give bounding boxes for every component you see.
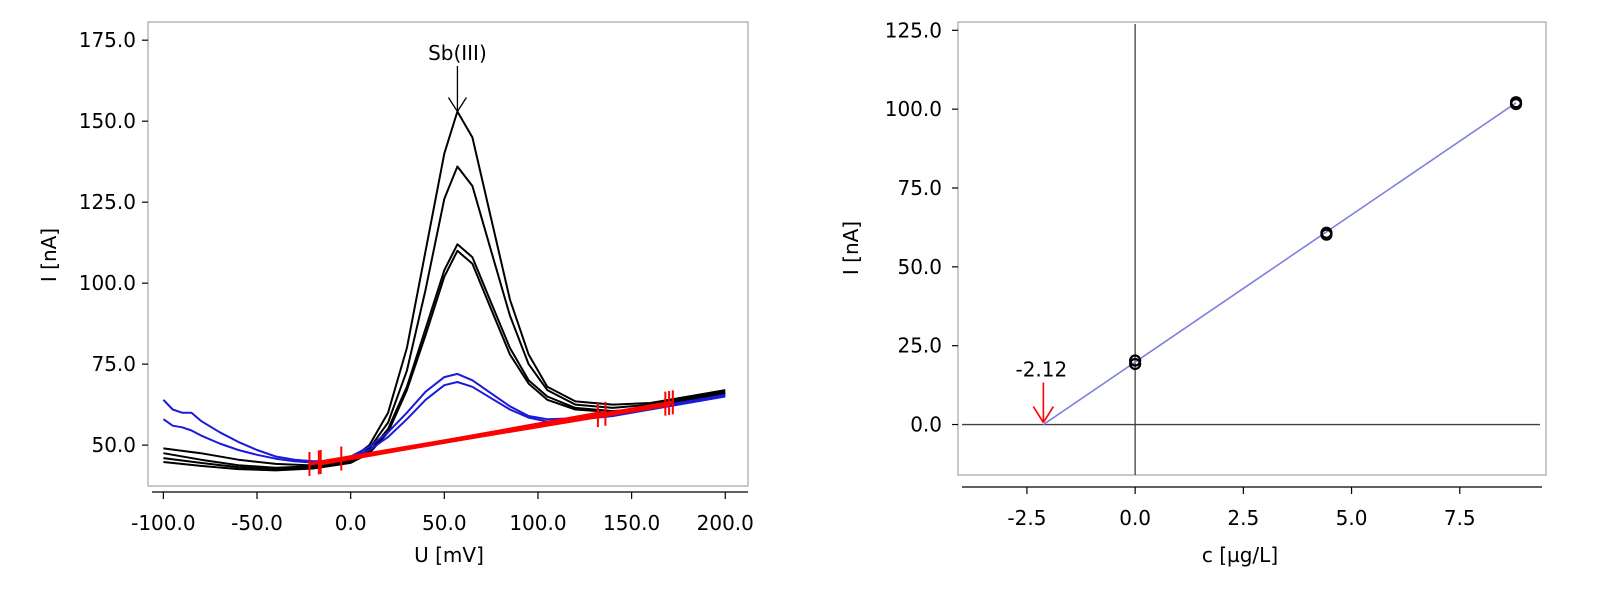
calibration-point	[1509, 96, 1523, 109]
intercept-label: -2.12	[1015, 358, 1067, 382]
voltammogram-chart: 50.0 75.0 100.0 125.0 150.0 175.0 -100.0 -50.0 0…	[37, 21, 754, 567]
x-tick-label: 50.0	[422, 511, 467, 535]
y-axis-label: I [nA]	[37, 228, 61, 282]
y-tick-label: 100.0	[885, 97, 942, 121]
y-tick-label: 125.0	[885, 18, 942, 42]
calibration-fit-line	[1042, 102, 1517, 426]
y-tick-label: 125.0	[79, 190, 136, 214]
peak-annotation-label: Sb(III)	[428, 41, 487, 65]
x-tick-label: 100.0	[509, 511, 566, 535]
peak-annotation-arrowhead	[456, 97, 467, 112]
x-tick-label: -50.0	[231, 511, 283, 535]
x-tick-label: 0.0	[1119, 506, 1151, 530]
y-tick-label: 50.0	[91, 433, 136, 457]
voltammogram-curve	[163, 165, 726, 469]
baseline-segment	[320, 401, 666, 466]
y-tick-label: 75.0	[897, 176, 942, 200]
intercept-arrowhead	[1042, 406, 1055, 423]
y-tick-label: 25.0	[897, 334, 942, 358]
x-tick-label: 7.5	[1444, 506, 1476, 530]
y-tick-label: 50.0	[897, 255, 942, 279]
voltammogram-curve	[163, 110, 726, 467]
y-tick-label: 150.0	[79, 109, 136, 133]
y-axis-label: I [nA]	[839, 221, 863, 275]
x-tick-label: 150.0	[603, 511, 660, 535]
y-tick-label: 0.0	[910, 413, 942, 437]
x-tick-label: 2.5	[1227, 506, 1259, 530]
plot-area-frame	[147, 21, 749, 487]
y-tick-label: 100.0	[79, 271, 136, 295]
y-tick-label: 75.0	[91, 352, 136, 376]
calibration-point	[1129, 354, 1142, 367]
x-tick-label: 5.0	[1336, 506, 1368, 530]
x-tick-label: 0.0	[335, 511, 367, 535]
x-tick-label: -100.0	[131, 511, 195, 535]
calibration-point	[1320, 226, 1333, 239]
x-tick-label: 200.0	[697, 511, 754, 535]
intercept-arrowhead	[1032, 406, 1045, 423]
x-axis-label: U [mV]	[414, 543, 484, 567]
calibration-chart: 0.0 25.0 50.0 75.0 100.0 125.0 -2.5 0.0 2.5 5.0 7.…	[839, 18, 1547, 567]
y-tick-label: 175.0	[79, 28, 136, 52]
peak-annotation-arrowhead	[447, 97, 458, 112]
x-tick-label: -2.5	[1007, 506, 1046, 530]
plot-area-frame	[957, 21, 1547, 476]
x-axis-label: c [µg/L]	[1202, 543, 1278, 567]
